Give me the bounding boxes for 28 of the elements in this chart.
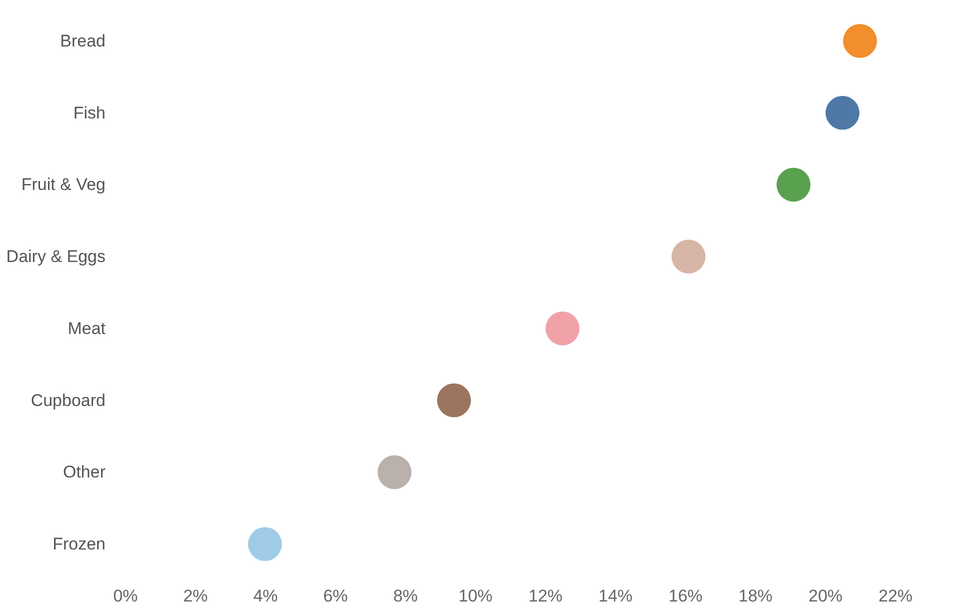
point: [776, 168, 810, 202]
x-tick-label: 16%: [668, 586, 703, 606]
y-tick-label: Dairy & Eggs: [6, 247, 106, 266]
y-tick-label: Fruit & Veg: [21, 175, 106, 194]
x-tick-label: 2%: [183, 586, 208, 606]
y-tick-label: Fish: [73, 103, 106, 122]
x-tick-label: 8%: [393, 586, 418, 606]
point: [248, 527, 282, 561]
x-tick-label: 12%: [528, 586, 563, 606]
y-tick-label: Cupboard: [30, 390, 106, 410]
y-tick-label: Frozen: [52, 534, 106, 554]
x-tick-label: 0%: [113, 586, 138, 606]
point: [672, 240, 706, 274]
x-tick-label: 6%: [323, 586, 348, 606]
y-tick-label: Other: [62, 462, 106, 482]
x-tick-label: 14%: [598, 586, 633, 606]
x-tick-label: 4%: [253, 586, 278, 606]
x-tick-label: 20%: [808, 586, 843, 606]
point: [843, 24, 877, 58]
y-tick-label: Meat: [68, 318, 106, 338]
point: [546, 312, 580, 346]
point: [826, 96, 860, 130]
x-tick-label: 22%: [878, 586, 913, 606]
y-tick-label: Bread: [60, 31, 106, 50]
x-tick-label: 18%: [738, 586, 773, 606]
point: [378, 455, 412, 490]
point: [437, 383, 471, 418]
x-tick-label: 10%: [458, 586, 493, 606]
